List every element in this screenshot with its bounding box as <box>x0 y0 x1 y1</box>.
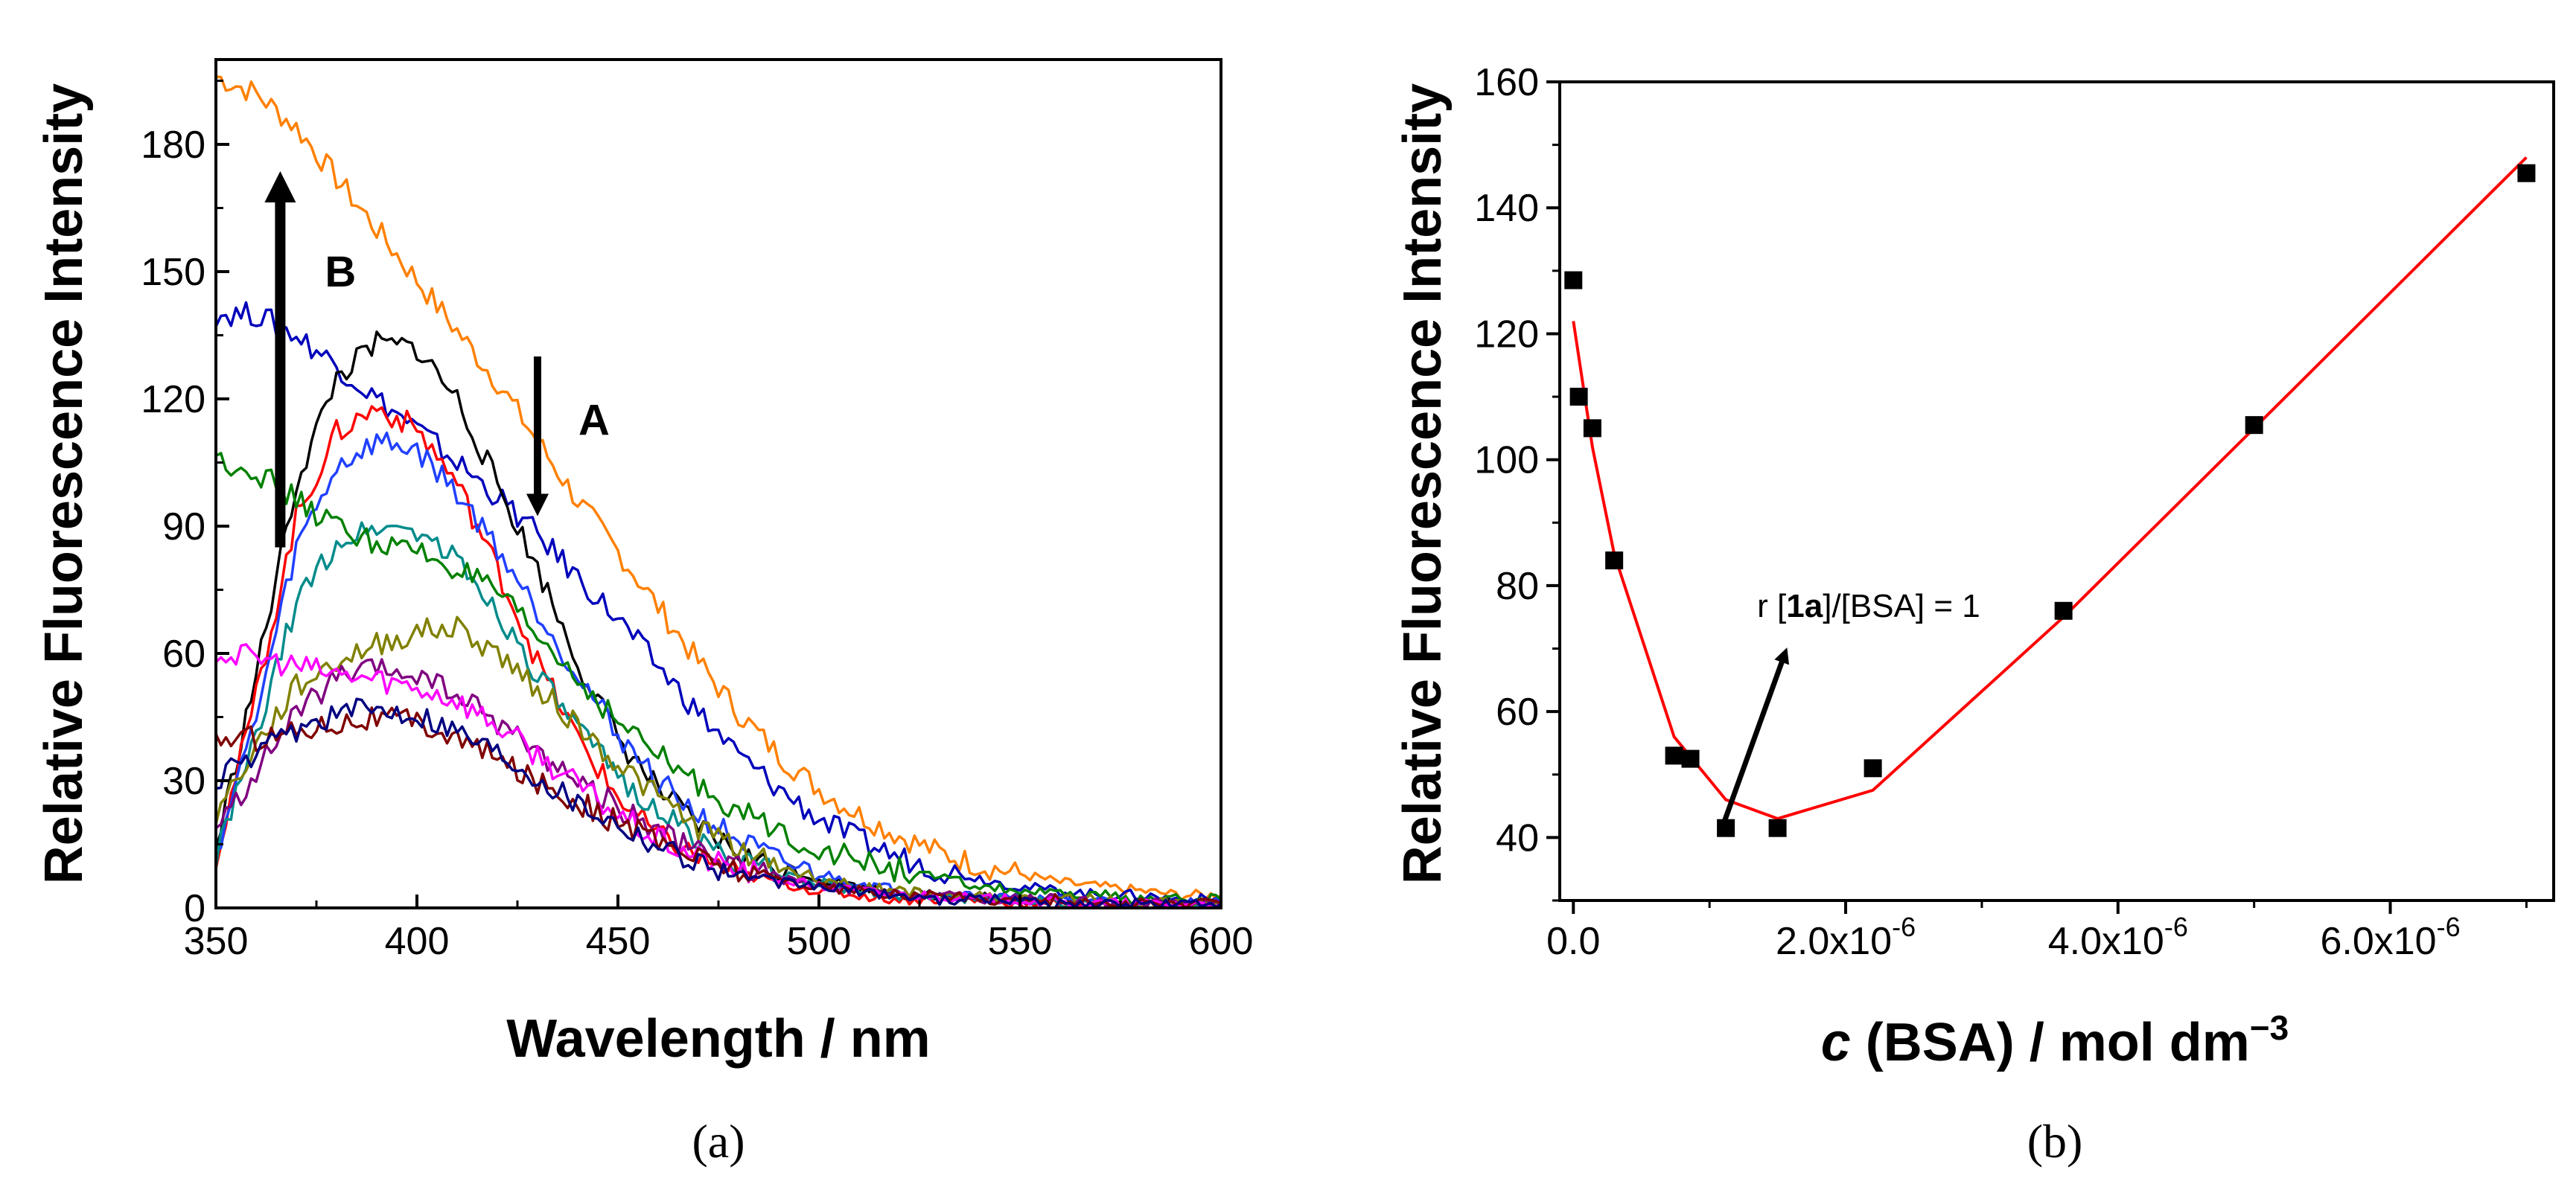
chart-b: 0.0 2.0x10-6 4.0x10-6 6.0x10-6 40 60 80 100 120… <box>1393 61 2555 1168</box>
chart-a-y-tick-label: 90 <box>162 505 205 548</box>
chart-b-data-point <box>1681 749 1700 768</box>
chart-b-data-point <box>2054 601 2073 620</box>
chart-b-x-label: c (BSA) / mol dm−3 <box>1821 1008 2289 1072</box>
chart-b-data-point <box>1569 388 1588 406</box>
chart-b-x-tick-label: 6.0x10-6 <box>2320 912 2460 963</box>
chart-a-series-line <box>214 706 1222 909</box>
chart-b-data-point <box>2517 164 2536 182</box>
chart-a-y-tick-label: 180 <box>141 124 205 167</box>
chart-b-data-point <box>1605 551 1624 570</box>
chart-b-x-label-main: (BSA) / mol dm <box>1851 1013 2250 1072</box>
chart-a-series <box>214 75 1222 909</box>
chart-b-y-tick-label: 140 <box>1474 187 1539 230</box>
chart-a-panel-label: (a) <box>692 1115 745 1168</box>
chart-a-series-line <box>214 521 1222 909</box>
chart-b-panel-label: (b) <box>2027 1115 2083 1168</box>
chart-a-x-tick-label: 350 <box>184 920 249 963</box>
chart-a-arrow-label: B <box>325 248 356 296</box>
chart-a-x-tick-label: 600 <box>1189 920 1254 963</box>
chart-a-y-tick-label: 60 <box>162 633 205 676</box>
chart-b-x-label-italic: c <box>1821 1013 1851 1072</box>
chart-a-y-tick-label: 30 <box>162 760 205 803</box>
chart-a-series-line <box>214 643 1222 909</box>
chart-b-y-tick-label: 160 <box>1474 61 1539 104</box>
chart-b-data-point <box>1768 819 1787 837</box>
chart-b-x-label-sup: −3 <box>2250 1008 2289 1047</box>
chart-a-y-label: Relative Fluorescence Intensity <box>34 83 94 884</box>
chart-a-x-tick-label: 550 <box>988 920 1053 963</box>
chart-b-y-label: Relative Fluorescence Intensity <box>1393 83 1453 884</box>
chart-a-y-tick-label: 0 <box>184 887 205 930</box>
chart-a-series-line <box>215 452 1222 906</box>
chart-b-data-point <box>1864 759 1882 778</box>
chart-b-data-point <box>2245 416 2263 435</box>
chart-b-y-tick-label: 40 <box>1496 816 1539 860</box>
chart-a-annotations: AB <box>264 171 610 548</box>
chart-b-annotation-text: r [1a]/[BSA] = 1 <box>1757 588 1980 624</box>
chart-b-y-tick-label: 80 <box>1496 565 1539 608</box>
chart-b-x-tick-label: 4.0x10-6 <box>2048 912 2188 963</box>
chart-a-x-tick-label: 400 <box>385 920 450 963</box>
chart-b-data-point <box>1583 419 1601 438</box>
chart-b-annotation-arrow <box>1721 647 1790 826</box>
chart-a-series-line <box>214 301 1222 906</box>
chart-a-series-line <box>215 75 1222 902</box>
chart-a-x-tick-label: 500 <box>787 920 852 963</box>
chart-a-x-tick-label: 450 <box>586 920 651 963</box>
chart-b-x-ticks: 0.0 2.0x10-6 4.0x10-6 6.0x10-6 <box>1546 900 2528 963</box>
chart-b-y-tick-label: 120 <box>1474 313 1539 356</box>
chart-b-x-tick-label: 2.0x10-6 <box>1776 912 1916 963</box>
chart-a-x-ticks: 350 400 450 500 550 600 <box>184 895 1254 963</box>
chart-a-frame <box>214 58 1222 909</box>
chart-b-x-tick-label: 0.0 <box>1546 920 1600 963</box>
chart-b-y-tick-label: 100 <box>1474 439 1539 482</box>
chart-b-data-point <box>1665 746 1683 765</box>
chart-a-y-tick-label: 150 <box>141 251 205 294</box>
chart-a-arrow-label: A <box>578 397 610 445</box>
chart-a-y-tick-label: 120 <box>141 378 205 421</box>
chart-b-fit <box>1572 156 2528 821</box>
chart-b-points <box>1564 164 2536 837</box>
chart-b-y-ticks: 40 60 80 100 120 140 160 <box>1474 61 1560 902</box>
chart-a-series-line <box>214 658 1222 909</box>
chart-a-x-label: Wavelength / nm <box>506 1009 930 1069</box>
chart-a-series-line <box>215 431 1222 909</box>
chart-b-data-point <box>1564 271 1583 289</box>
chart-b-y-tick-label: 60 <box>1496 691 1539 734</box>
chart-b-fit-line <box>1572 156 2528 821</box>
chart-a-y-ticks: 0 30 60 90 120 150 180 <box>141 80 229 930</box>
chart-b-frame <box>1558 80 2555 902</box>
chart-b-annotation: r [1a]/[BSA] = 1 <box>1721 588 1980 826</box>
